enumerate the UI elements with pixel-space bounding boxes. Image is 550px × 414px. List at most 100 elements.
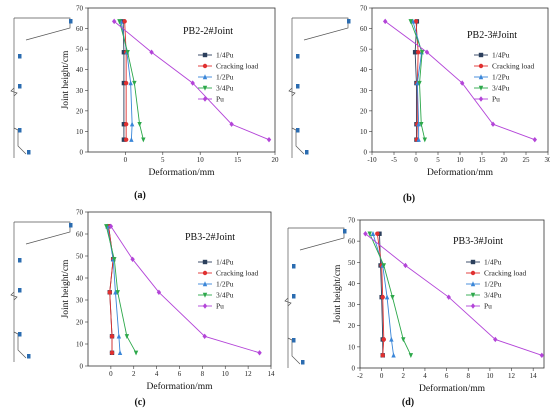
data-point xyxy=(380,353,385,358)
data-point xyxy=(156,289,162,295)
x-tick-label: 6 xyxy=(178,370,182,378)
break-mark xyxy=(10,87,18,97)
data-point xyxy=(137,122,142,127)
legend-entry xyxy=(474,63,488,69)
x-tick-label: 15 xyxy=(234,156,242,164)
legend-swatch-marker xyxy=(478,74,484,80)
y-tick-label: 0 xyxy=(364,149,368,157)
y-tick-label: 20 xyxy=(360,107,368,115)
legend-swatch-marker xyxy=(202,63,208,69)
data-point xyxy=(381,337,387,342)
x-tick-label: 4 xyxy=(155,370,159,378)
y-tick-label: 70 xyxy=(360,5,368,13)
legend-label: 3/4Pu xyxy=(216,291,234,300)
panel-label: (c) xyxy=(134,397,145,408)
joint-sketch xyxy=(10,221,73,362)
legend-label: 1/4Pu xyxy=(216,51,234,60)
column-outline xyxy=(14,221,71,245)
displacement-gauge xyxy=(292,264,296,269)
legend-swatch-marker xyxy=(202,281,208,287)
legend-entry xyxy=(198,281,212,287)
legend-entry xyxy=(198,270,212,276)
legend-swatch-marker xyxy=(202,303,208,309)
panel-label: (a) xyxy=(134,190,146,201)
data-point xyxy=(408,353,414,359)
series-line xyxy=(372,233,394,356)
y-tick-label: 70 xyxy=(76,209,84,217)
column-outline xyxy=(292,17,349,41)
series-3 xyxy=(117,19,146,143)
column-outline xyxy=(13,331,27,359)
legend-label: 3/4Pu xyxy=(492,84,510,93)
data-point xyxy=(413,19,419,24)
series-3 xyxy=(367,231,414,359)
legend-label: 1/4Pu xyxy=(492,51,510,60)
data-point xyxy=(129,136,134,142)
legend-entry xyxy=(474,96,488,102)
y-tick-label: 30 xyxy=(76,297,84,305)
data-point xyxy=(257,350,262,356)
x-tick-label: 14 xyxy=(530,372,538,380)
displacement-gauge xyxy=(18,54,22,59)
data-point xyxy=(408,19,413,25)
data-point xyxy=(121,122,127,127)
legend-entry xyxy=(466,259,480,265)
y-tick-label: 50 xyxy=(76,46,84,54)
legend-swatch-marker xyxy=(202,52,208,58)
data-point xyxy=(419,122,424,127)
displacement-gauge xyxy=(18,288,22,293)
chart-title: PB3-2#Joint xyxy=(185,232,235,243)
data-point xyxy=(121,50,127,55)
break-mark xyxy=(284,297,292,307)
y-tick-label: 60 xyxy=(76,25,84,33)
y-tick-label: 10 xyxy=(348,343,356,351)
y-tick-label: 30 xyxy=(348,301,356,309)
y-tick-label: 70 xyxy=(76,5,84,13)
x-tick-label: 20 xyxy=(272,156,280,164)
data-point xyxy=(391,352,396,358)
legend-entry xyxy=(466,292,480,298)
panel-label: (d) xyxy=(402,397,414,408)
legend-swatch-marker xyxy=(202,96,208,102)
chart-title: PB3-3#Joint xyxy=(453,236,503,247)
x-axis-title: Deformation/mm xyxy=(149,167,216,178)
x-tick-label: 30 xyxy=(545,156,550,164)
y-tick-label: 60 xyxy=(360,25,368,33)
data-point xyxy=(149,49,154,55)
joint-sketch xyxy=(288,17,351,158)
data-point xyxy=(446,294,451,300)
data-point xyxy=(412,50,418,55)
data-point xyxy=(539,352,545,359)
data-point xyxy=(416,136,421,142)
data-point xyxy=(460,80,465,86)
data-point xyxy=(121,137,127,142)
data-point xyxy=(390,294,395,300)
data-point xyxy=(266,136,272,143)
x-tick-label: -2 xyxy=(357,372,363,380)
legend-label: 1/2Pu xyxy=(216,73,234,82)
series-line xyxy=(105,226,137,354)
data-point xyxy=(130,256,135,262)
legend-entry xyxy=(474,52,488,58)
legend-entry xyxy=(198,96,212,102)
data-point xyxy=(389,336,394,342)
chart-title: PB2-3#Joint xyxy=(467,30,517,41)
legend-entry xyxy=(474,85,488,91)
data-point xyxy=(141,137,146,143)
legend-swatch-marker xyxy=(478,85,484,91)
data-point xyxy=(229,121,234,127)
data-point xyxy=(367,231,372,237)
legend-label: Cracking load xyxy=(216,269,259,278)
y-tick-label: 20 xyxy=(348,322,356,330)
legend-swatch-marker xyxy=(470,281,476,287)
x-tick-label: 14 xyxy=(268,370,276,378)
x-tick-label: 10 xyxy=(486,372,494,380)
x-tick-label: 20 xyxy=(501,156,509,164)
displacement-gauge xyxy=(18,128,22,133)
legend-swatch-marker xyxy=(202,292,208,298)
displacement-gauge xyxy=(301,360,305,365)
legend-entry xyxy=(198,52,212,58)
series-line xyxy=(124,21,127,140)
data-point xyxy=(384,294,390,300)
plot-frame xyxy=(87,7,276,153)
